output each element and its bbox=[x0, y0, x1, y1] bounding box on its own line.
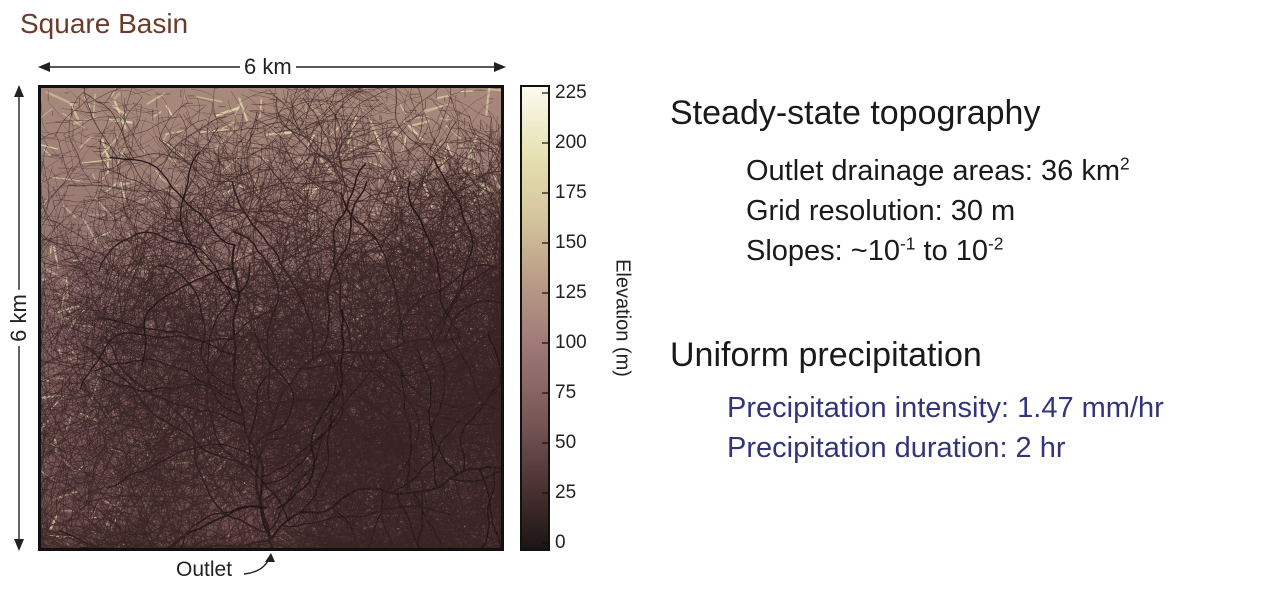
elevation-map-graphic bbox=[38, 85, 504, 551]
colorbar-tick-label: 75 bbox=[555, 382, 576, 404]
height-label: 6 km bbox=[6, 290, 32, 346]
colorbar-tick-label: 200 bbox=[555, 132, 587, 154]
grid-resolution-text: Grid resolution: 30 m bbox=[746, 195, 1015, 228]
slopes-exponent-1: -1 bbox=[900, 233, 915, 253]
width-label: 6 km bbox=[240, 54, 296, 80]
topography-heading: Steady-state topography bbox=[670, 94, 1040, 133]
figure-title: Square Basin bbox=[20, 8, 188, 40]
colorbar-tick-label: 100 bbox=[555, 332, 587, 354]
colorbar-tick-label: 225 bbox=[555, 82, 587, 104]
slopes-text: Slopes: ~10-1 to 10-2 bbox=[746, 235, 1003, 268]
outlet-arrow bbox=[240, 552, 280, 580]
elevation-map bbox=[38, 85, 504, 551]
colorbar-tick-label: 25 bbox=[555, 482, 576, 504]
slopes-mid: to 10 bbox=[915, 235, 988, 267]
drainage-area-exponent: 2 bbox=[1120, 153, 1130, 173]
outlet-label: Outlet bbox=[176, 558, 232, 582]
colorbar-tick-label: 50 bbox=[555, 432, 576, 454]
drainage-area-value: Outlet drainage areas: 36 km bbox=[746, 155, 1120, 187]
colorbar-title: Elevation (m) bbox=[611, 259, 634, 377]
colorbar-tick-label: 175 bbox=[555, 182, 587, 204]
precipitation-intensity-text: Precipitation intensity: 1.47 mm/hr bbox=[727, 392, 1164, 425]
colorbar bbox=[520, 85, 550, 551]
slopes-prefix: Slopes: ~10 bbox=[746, 235, 900, 267]
colorbar-tick-label: 125 bbox=[555, 282, 587, 304]
colorbar-tick-label: 0 bbox=[555, 532, 566, 554]
precipitation-heading: Uniform precipitation bbox=[670, 336, 982, 375]
drainage-area-text: Outlet drainage areas: 36 km2 bbox=[746, 155, 1130, 188]
slopes-exponent-2: -2 bbox=[988, 233, 1003, 253]
colorbar-tick-label: 150 bbox=[555, 232, 587, 254]
colorbar-gradient bbox=[520, 85, 550, 551]
precipitation-duration-text: Precipitation duration: 2 hr bbox=[727, 432, 1066, 465]
